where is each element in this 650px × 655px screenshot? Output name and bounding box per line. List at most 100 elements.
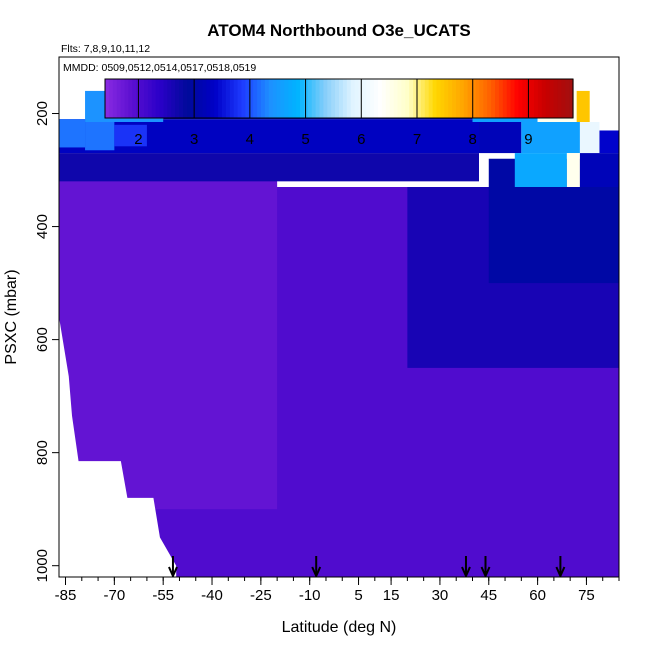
colorbar-swatch bbox=[222, 79, 227, 118]
colorbar-swatch bbox=[417, 79, 422, 118]
colorbar-tick-label: 2 bbox=[134, 131, 142, 148]
colorbar-swatch bbox=[483, 79, 488, 118]
colorbar-swatch bbox=[175, 79, 180, 118]
colorbar-swatch bbox=[498, 79, 504, 118]
colorbar-swatch bbox=[541, 79, 547, 118]
colorbar-swatch bbox=[218, 79, 223, 118]
heatmap-region bbox=[59, 153, 479, 182]
heatmap-region bbox=[566, 153, 580, 187]
colorbar-swatch bbox=[549, 79, 555, 118]
colorbar-swatch bbox=[120, 79, 126, 118]
colorbar-swatch bbox=[393, 79, 399, 118]
colorbar-swatch bbox=[358, 79, 363, 118]
colorbar-swatch bbox=[249, 79, 254, 118]
heatmap-region bbox=[579, 122, 600, 154]
colorbar-swatch bbox=[241, 79, 246, 118]
colorbar-swatch bbox=[440, 79, 445, 118]
colorbar-swatch bbox=[268, 79, 274, 118]
x-tick-label: -70 bbox=[104, 587, 126, 604]
colorbar-swatch bbox=[303, 79, 309, 118]
x-tick-label: -85 bbox=[55, 587, 77, 604]
colorbar-swatch bbox=[237, 79, 243, 118]
colorbar-swatch bbox=[225, 79, 231, 118]
colorbar-swatch bbox=[350, 79, 356, 118]
colorbar-swatch bbox=[491, 79, 496, 118]
dates-subtitle: MMDD: 0509,0512,0514,0517,0518,0519 bbox=[63, 62, 256, 74]
colorbar-swatch bbox=[132, 79, 137, 118]
colorbar-swatch bbox=[108, 79, 114, 118]
colorbar-swatch bbox=[569, 79, 574, 118]
colorbar-swatch bbox=[342, 79, 348, 118]
colorbar-swatch bbox=[194, 79, 200, 118]
colorbar-swatch bbox=[257, 79, 262, 118]
colorbar-swatch bbox=[210, 79, 215, 118]
colorbar-swatch bbox=[331, 79, 336, 118]
colorbar-swatch bbox=[370, 79, 375, 118]
colorbar-swatch bbox=[292, 79, 297, 118]
y-tick-label: 200 bbox=[34, 101, 51, 126]
colorbar-swatch bbox=[436, 79, 441, 118]
plot-frame bbox=[58, 56, 620, 578]
colorbar-swatch bbox=[116, 79, 122, 118]
colorbar-swatch bbox=[190, 79, 196, 118]
colorbar-swatch bbox=[409, 79, 414, 118]
profile-arrow bbox=[311, 556, 322, 577]
colorbar-swatch bbox=[151, 79, 157, 118]
x-tick-label: 15 bbox=[383, 587, 400, 604]
colorbar-swatch bbox=[300, 79, 305, 118]
colorbar-swatch bbox=[272, 79, 278, 118]
colorbar-swatch bbox=[276, 79, 282, 118]
colorbar-swatch bbox=[311, 79, 317, 118]
colorbar-swatch bbox=[459, 79, 465, 118]
colorbar-swatch bbox=[296, 79, 301, 118]
colorbar-swatch bbox=[518, 79, 523, 118]
profile-arrow bbox=[168, 556, 178, 577]
colorbar-swatch bbox=[202, 79, 207, 118]
heatmap-region bbox=[59, 170, 278, 510]
heatmap-region bbox=[579, 153, 619, 187]
colorbar-swatch bbox=[510, 79, 516, 118]
colorbar-swatch bbox=[448, 79, 453, 118]
colorbar-tick-label: 8 bbox=[469, 131, 477, 148]
colorbar-swatch bbox=[374, 79, 379, 118]
colorbar-swatch bbox=[323, 79, 328, 118]
colorbar-swatch bbox=[456, 79, 461, 118]
colorbar-swatch bbox=[362, 79, 367, 118]
colorbar-swatch bbox=[463, 79, 469, 118]
colorbar-swatch bbox=[112, 79, 118, 118]
x-tick-label: 75 bbox=[578, 587, 595, 604]
colorbar-swatch bbox=[444, 79, 449, 118]
colorbar-swatch bbox=[261, 79, 266, 118]
heatmap-region bbox=[114, 124, 147, 147]
colorbar-swatch bbox=[319, 79, 324, 118]
colorbar-swatch bbox=[424, 79, 430, 118]
colorbar-swatch bbox=[229, 79, 235, 118]
colorbar-swatch bbox=[315, 79, 321, 118]
x-tick-label: -55 bbox=[152, 587, 174, 604]
colorbar-swatch bbox=[557, 79, 562, 118]
colorbar-swatch bbox=[452, 79, 457, 118]
colorbar-swatch bbox=[432, 79, 438, 118]
colorbar-swatch bbox=[163, 79, 168, 118]
colorbar-swatch bbox=[487, 79, 492, 118]
colorbar-swatch bbox=[105, 79, 110, 118]
colorbar-tick-label: 4 bbox=[246, 131, 254, 148]
colorbar-tick-label: 6 bbox=[357, 131, 365, 148]
surface-mask bbox=[59, 317, 177, 577]
colorbar-swatch bbox=[502, 79, 508, 118]
colorbar-swatch bbox=[475, 79, 480, 118]
x-tick-label: 30 bbox=[432, 587, 449, 604]
colorbar-swatch bbox=[378, 79, 383, 118]
colorbar-swatch bbox=[506, 79, 512, 118]
colorbar-swatch bbox=[284, 79, 289, 118]
colorbar-tick-label: 7 bbox=[413, 131, 421, 148]
colorbar-swatch bbox=[537, 79, 543, 118]
x-axis-label: Latitude (deg N) bbox=[282, 619, 397, 636]
colorbar-swatch bbox=[245, 79, 250, 118]
colorbar-swatch bbox=[495, 79, 500, 118]
y-tick-label: 600 bbox=[34, 327, 51, 352]
colorbar-swatch bbox=[428, 79, 434, 118]
profile-arrow bbox=[461, 556, 471, 577]
colorbar-swatch bbox=[471, 79, 477, 118]
